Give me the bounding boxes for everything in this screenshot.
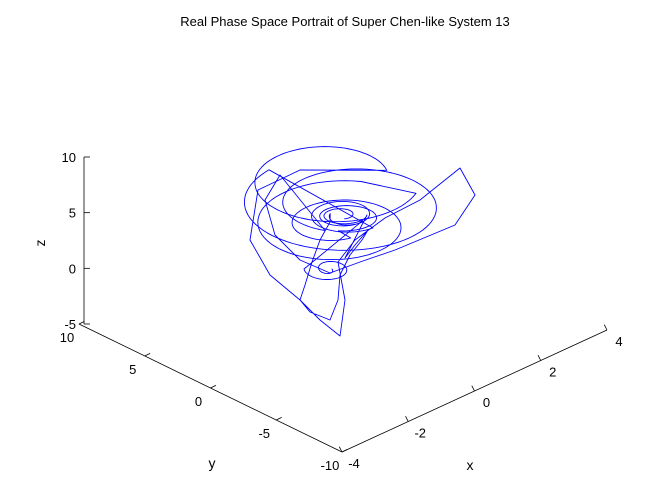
x-ticks: -4 -2 0 2 4 [338,324,623,471]
z-tick-label: -5 [64,317,76,332]
y-tick-label: -10 [321,458,340,473]
y-tick-label: 10 [60,330,74,345]
x-tick-label: -2 [414,426,426,441]
x-tick-mark [471,385,475,392]
z-axis-label: z [32,240,48,247]
x-tick-mark [405,415,409,422]
y-tick-label: -5 [258,426,270,441]
y-tick-mark [78,321,85,325]
x-tick-label: 0 [483,395,490,410]
y-tick-mark [210,385,217,389]
z-ticks: -5 0 5 10 [62,150,90,332]
x-tick-label: 2 [549,365,556,380]
x-tick-mark [338,446,343,453]
z-tick-label: 0 [69,261,76,276]
x-tick-mark [603,324,608,331]
x-tick-label: 4 [615,334,622,349]
x-tick-label: -4 [348,456,360,471]
y-tick-label: 5 [129,362,136,377]
y-tick-label: 0 [195,394,202,409]
y-axis-label: y [209,455,216,471]
z-tick-label: 10 [62,150,76,165]
z-tick-label: 5 [69,206,76,221]
x-tick-mark [537,354,542,361]
y-tick-mark [276,417,282,421]
chart-title: Real Phase Space Portrait of Super Chen-… [180,14,510,29]
y-tick-mark [341,449,348,453]
trajectory-line [243,146,476,337]
x-axis-label: x [467,457,474,473]
y-ticks: -10 -5 0 5 10 [60,321,348,473]
y-tick-mark [144,353,151,357]
